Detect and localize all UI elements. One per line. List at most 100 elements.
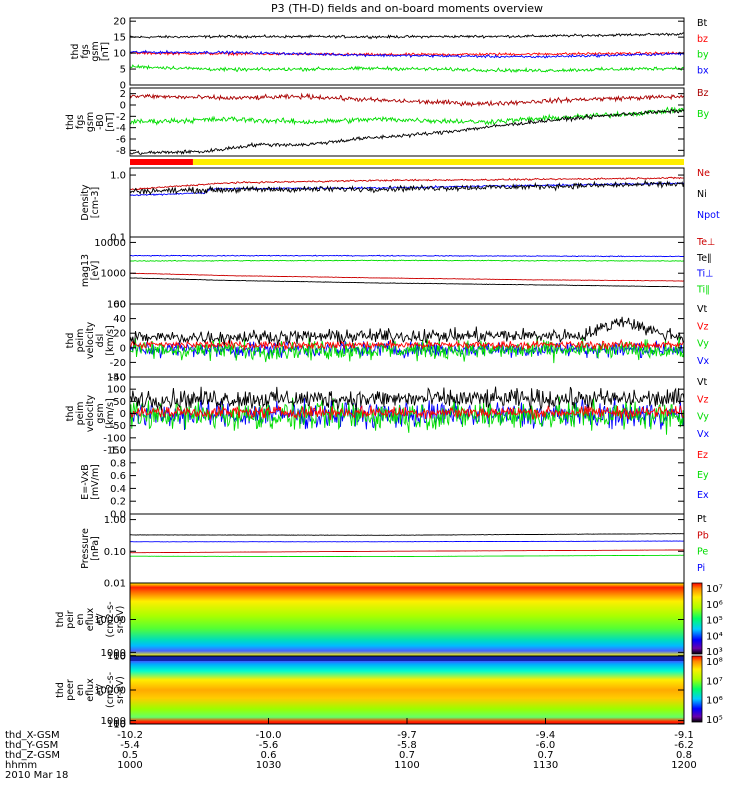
legend-by: By: [697, 109, 710, 120]
y-axis-label: thd peim velocity dsl [km/s]: [65, 322, 116, 360]
panel-2: 20-2-4-6-8 thd fgs gsm -B0 [nT] Bz By: [65, 87, 710, 157]
y-axis-label-line: thd: [70, 44, 81, 60]
y-axis-label-line: E=-VxB: [80, 464, 91, 499]
y-tick-label: 10000: [94, 238, 126, 249]
x-tick-label: -9.4: [536, 730, 556, 741]
x-tick-label: -9.1: [674, 730, 694, 741]
y-axis-label-line: fgs: [80, 44, 91, 58]
x-row-label: thd_Z-GSM: [5, 750, 60, 761]
legend-ex: Ex: [697, 490, 709, 501]
y-tick-label: -6: [116, 135, 126, 146]
legend-ti: Ti⊥: [696, 269, 713, 280]
y-axis-label-line: [nT]: [105, 112, 116, 131]
y-axis-label-line: [nT]: [100, 42, 111, 61]
legend-vz: Vz: [697, 394, 709, 405]
y-tick-label: -2: [116, 112, 126, 123]
x-tick-label: -5.8: [397, 740, 417, 751]
y-tick-label: 10: [113, 651, 126, 662]
series-vt-line: [129, 316, 685, 347]
y-axis-label-line: [mV/m]: [90, 464, 101, 500]
y-tick-label: 1000: [101, 716, 126, 727]
panel-frame: [129, 87, 685, 157]
y-axis-label-line: sr-eV): [115, 676, 126, 704]
legend-ti: Ti∥: [696, 284, 710, 295]
panel-frame: [129, 17, 685, 86]
y-axis-label-line: [km/s]: [105, 325, 116, 355]
series-vt-line: [130, 386, 685, 412]
y-tick-label: 0.0: [110, 510, 126, 521]
colorbar-label: 10⁵: [706, 715, 723, 726]
y-axis-label-line: eflux: [85, 678, 96, 702]
y-tick-label: 10: [113, 719, 126, 730]
x-tick-label: 0.6: [261, 750, 277, 761]
legend-vy: Vy: [697, 339, 709, 350]
panel-8: 1.00.8 0.6 0.4 0.2 0.0 E=-VxB [mV/m] Ez Ey Ex: [80, 446, 709, 521]
y-tick-label: 0.1: [110, 233, 126, 244]
y-tick-label: -8: [116, 146, 126, 157]
y-tick-label: 50: [113, 397, 126, 408]
x-row-label: hhmm: [5, 760, 37, 771]
series-pb-line: [130, 549, 684, 554]
series-te-line: [129, 272, 685, 282]
y-tick-label: 0.2: [110, 497, 126, 508]
series-by-line: [129, 63, 684, 74]
y-tick-label: -150: [103, 446, 126, 457]
y-axis-label-line: [nPa]: [90, 536, 101, 561]
y-tick-label: 0.8: [110, 458, 126, 469]
panel-frame: [129, 236, 685, 305]
y-axis-label: mag13 [eV]: [80, 254, 101, 287]
y-tick-label: 10000: [94, 615, 126, 626]
panel-6: 60 40 20 0 -20 -40 thd peim velocity dsl [km/s] Vt V…: [65, 300, 709, 384]
y-axis-label-line: (cm2-s-: [105, 672, 116, 708]
y-tick-label: 1.00: [104, 515, 126, 526]
x-tick-label: 1000: [117, 760, 142, 771]
y-tick-label: 1.0: [110, 446, 126, 457]
series-vx-line: [129, 397, 685, 431]
legend-pe: Pe: [697, 547, 708, 558]
y-axis-label-line: eV: [95, 683, 106, 696]
series-ti-line: [129, 254, 685, 258]
legend-npot: Npot: [697, 210, 720, 221]
y-axis-label-line: en: [75, 614, 86, 626]
y-tick-label: 0: [120, 101, 126, 112]
y-axis-label-line: [km/s]: [105, 398, 116, 428]
series-ti-line: [129, 259, 685, 262]
y-axis-label-line: mag13: [80, 254, 91, 287]
colorbar-label: 10³: [706, 647, 723, 658]
y-tick-label: -50: [110, 421, 126, 432]
legend-pb: Pb: [697, 530, 709, 541]
legend-bz: Bz: [697, 88, 709, 99]
x-tick-label: 1200: [671, 760, 696, 771]
legend-bx: bx: [697, 65, 709, 76]
y-axis-label-line: thd: [55, 682, 66, 698]
colorbar-label: 10⁷: [706, 676, 723, 687]
y-axis-label-line: peim: [75, 402, 86, 426]
series-vy-line: [129, 336, 685, 364]
x-tick-label: 0.8: [676, 750, 692, 761]
y-tick-label: 0.4: [110, 484, 126, 495]
series-ni-line: [129, 179, 685, 196]
colorbar-label: 10⁸: [706, 657, 723, 668]
x-tick-label: 0.7: [538, 750, 554, 761]
y-tick-label: 0: [120, 81, 126, 92]
y-tick-label: -100: [103, 433, 126, 444]
x-tick-label: 0.5: [122, 750, 138, 761]
y-tick-label: 10: [113, 49, 126, 60]
y-axis-label: thd peim velocity gsm [km/s]: [65, 395, 116, 433]
strip-segment-2: [192, 159, 685, 165]
y-tick-label: 40: [113, 314, 126, 325]
legend-vt: Vt: [697, 377, 707, 388]
legend-ez: Ez: [697, 450, 708, 461]
y-axis-label: Density [cm-3]: [80, 184, 101, 220]
y-axis-label-line: gsm: [90, 41, 101, 61]
x-tick-label: -9.7: [397, 730, 417, 741]
y-axis-label-line: fgs: [75, 115, 86, 129]
y-tick-label: 60: [113, 300, 126, 311]
y-axis-label: thd fgs gsm -B0 [nT]: [65, 112, 116, 132]
legend-ni: Ni: [697, 189, 707, 200]
legend-vy: Vy: [697, 412, 709, 423]
legend-ey: Ey: [697, 470, 709, 481]
y-tick-label: -4: [116, 123, 126, 134]
